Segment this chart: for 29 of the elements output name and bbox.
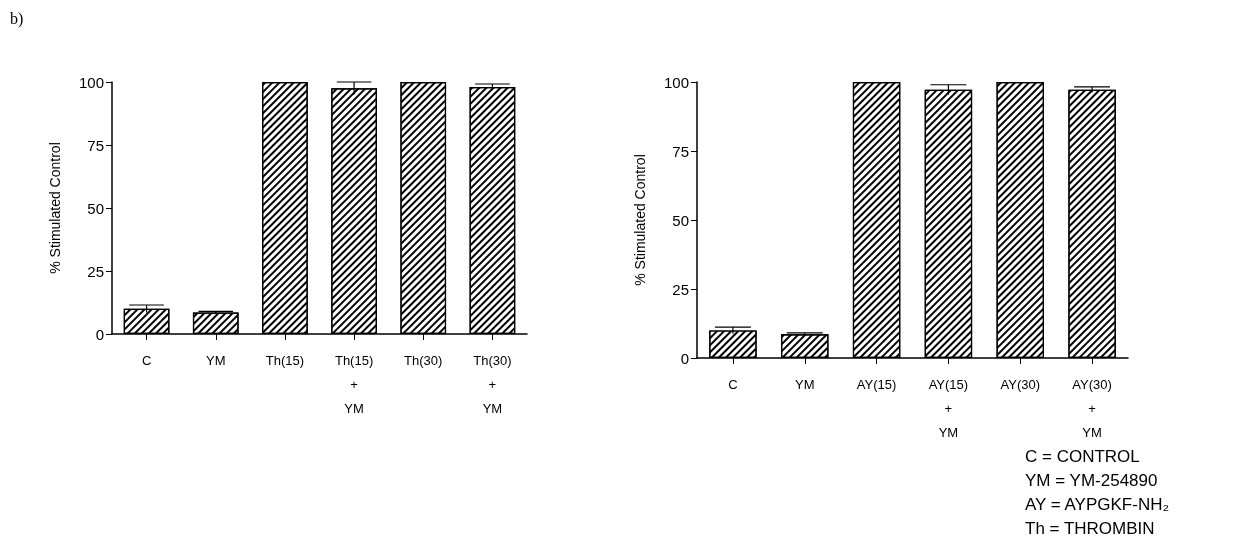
text: AY = AYPGKF-NH₂ [1025,495,1170,514]
x-tick-label: AY(15) [856,376,897,392]
text: b) [10,9,24,28]
y-axis-title: % Stimulated Control [632,154,648,286]
x-tick-label: Th(15) + YM [334,352,374,416]
text: Th = THROMBIN [1025,519,1155,538]
x-tick-label: AY(15) + YM [928,376,969,440]
x-tick-label: AY(30) + YM [1072,376,1112,440]
x-tick-label: Th(30) [404,352,443,368]
y-tick-label: 50 [672,211,689,229]
y-tick-label: 0 [680,349,689,367]
x-tick-label: YM [206,352,226,368]
y-tick-label: 0 [95,325,104,343]
x-tick-label: Th(15) [265,352,305,368]
x-tick-label: Th(30) + YM [473,352,512,416]
y-tick-label: 25 [672,280,689,298]
y-tick-label: 75 [87,136,104,154]
y-axis-title: % Stimulated Control [47,142,63,274]
y-tick-label: 25 [87,262,104,280]
x-tick-label: AY(30) [1000,376,1040,392]
x-tick-label: YM [795,376,815,392]
y-tick-label: 100 [78,73,104,91]
y-tick-label: 75 [672,142,689,160]
text: C = CONTROL [1025,447,1140,466]
y-tick-label: 100 [663,73,689,91]
x-tick-label: C [728,376,738,392]
text: YM = YM-254890 [1025,471,1158,490]
y-tick-label: 50 [87,199,104,217]
x-tick-label: C [141,352,152,368]
